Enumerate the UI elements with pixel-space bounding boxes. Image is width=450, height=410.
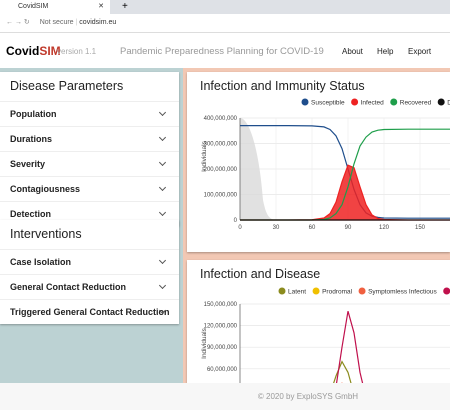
accordion-item[interactable]: Detection	[0, 201, 179, 226]
legend-marker	[358, 287, 366, 295]
intervention-shade	[240, 118, 277, 220]
legend-marker	[278, 287, 286, 295]
menu-help[interactable]: Help	[377, 47, 394, 56]
accordion-item[interactable]: Contagiousness	[0, 176, 179, 201]
panel-title: Disease Parameters	[10, 79, 124, 93]
close-icon[interactable]: ✕	[98, 3, 104, 10]
logo-b: SIM	[39, 44, 61, 58]
accordion-item[interactable]: Severity	[0, 151, 179, 176]
y-axis-label: Individuals	[201, 140, 208, 171]
logo[interactable]: CovidSIM	[6, 44, 61, 58]
chart-title: Infection and Immunity Status	[200, 79, 365, 93]
x-tick-label: 120	[379, 225, 390, 231]
y-axis-label: Individuals	[201, 327, 208, 358]
y-tick-label: 150,000,000	[204, 302, 238, 308]
legend-label: Infected	[361, 100, 385, 107]
legend-marker	[301, 98, 309, 106]
accordion-item[interactable]: Triggered General Contact Reduction	[0, 299, 179, 324]
footer: © 2020 by ExploSYS GmbH	[0, 383, 450, 410]
tab-bar: CovidSIM ✕ +	[0, 0, 450, 14]
menu-about[interactable]: About	[342, 47, 363, 56]
tab[interactable]: CovidSIM ✕	[0, 0, 110, 14]
legend-label: Prodromal	[322, 289, 353, 296]
series-line	[333, 360, 352, 383]
y-tick-label: 300,000,000	[204, 142, 238, 148]
logo-a: Covid	[6, 44, 40, 58]
app-header: CovidSIM version 1.1 Pandemic Preparedne…	[0, 33, 450, 69]
chart-card: Infection and Disease Latent Prodromal Symp…	[187, 260, 450, 383]
tab-title: CovidSIM	[18, 3, 49, 10]
legend-marker	[351, 98, 359, 106]
accordion-item[interactable]: Case Isolation	[0, 249, 179, 274]
version: version 1.1	[57, 47, 97, 56]
series-line	[335, 311, 364, 383]
x-tick-label: 0	[238, 225, 242, 231]
address-bar: ← → ↻ Not secure | covidsim.eu	[0, 14, 450, 33]
y-tick-label: 90,000,000	[207, 345, 238, 351]
legend-marker	[437, 98, 445, 106]
series-line	[240, 164, 450, 221]
y-tick-label: 60,000,000	[207, 367, 238, 373]
x-tick-label: 60	[309, 225, 316, 231]
chart-title: Infection and Disease	[200, 267, 320, 281]
legend-marker	[443, 287, 450, 295]
legend-label: Recovered	[400, 100, 432, 107]
accordion-item[interactable]: General Contact Reduction	[0, 274, 179, 299]
x-tick-label: 90	[345, 225, 352, 231]
new-tab[interactable]: +	[122, 1, 128, 12]
security: Not secure	[39, 19, 74, 26]
y-tick-label: 0	[234, 218, 238, 224]
url[interactable]: covidsim.eu	[79, 19, 117, 26]
y-tick-label: 400,000,000	[204, 116, 238, 122]
y-tick-label: 120,000,000	[204, 324, 238, 330]
y-tick-label: 200,000,000	[204, 167, 238, 173]
x-tick-label: 30	[273, 225, 280, 231]
menu-export[interactable]: Export	[408, 47, 432, 56]
accordion-item[interactable]: Population	[0, 101, 179, 126]
legend-label: Dea	[447, 100, 450, 107]
legend-label: Latent	[288, 289, 306, 296]
tagline: Pandemic Preparedness Planning for COVID…	[120, 46, 324, 57]
x-tick-label: 150	[415, 225, 426, 231]
legend-label: Symptomless Infectious	[368, 289, 437, 296]
y-tick-label: 100,000,000	[204, 193, 238, 199]
nav-buttons[interactable]: ← → ↻	[6, 19, 30, 26]
legend-marker	[312, 287, 320, 295]
legend-marker	[390, 98, 398, 106]
panel-title: Interventions	[10, 227, 82, 241]
panel: Interventions Case Isolation General Conta…	[0, 220, 179, 324]
legend-label: Susceptible	[311, 100, 345, 107]
accordion-item[interactable]: Durations	[0, 126, 179, 151]
panel: Disease Parameters Population Durations Sev…	[0, 72, 179, 226]
chart-card: Infection and Immunity Status Susceptible…	[187, 72, 450, 252]
